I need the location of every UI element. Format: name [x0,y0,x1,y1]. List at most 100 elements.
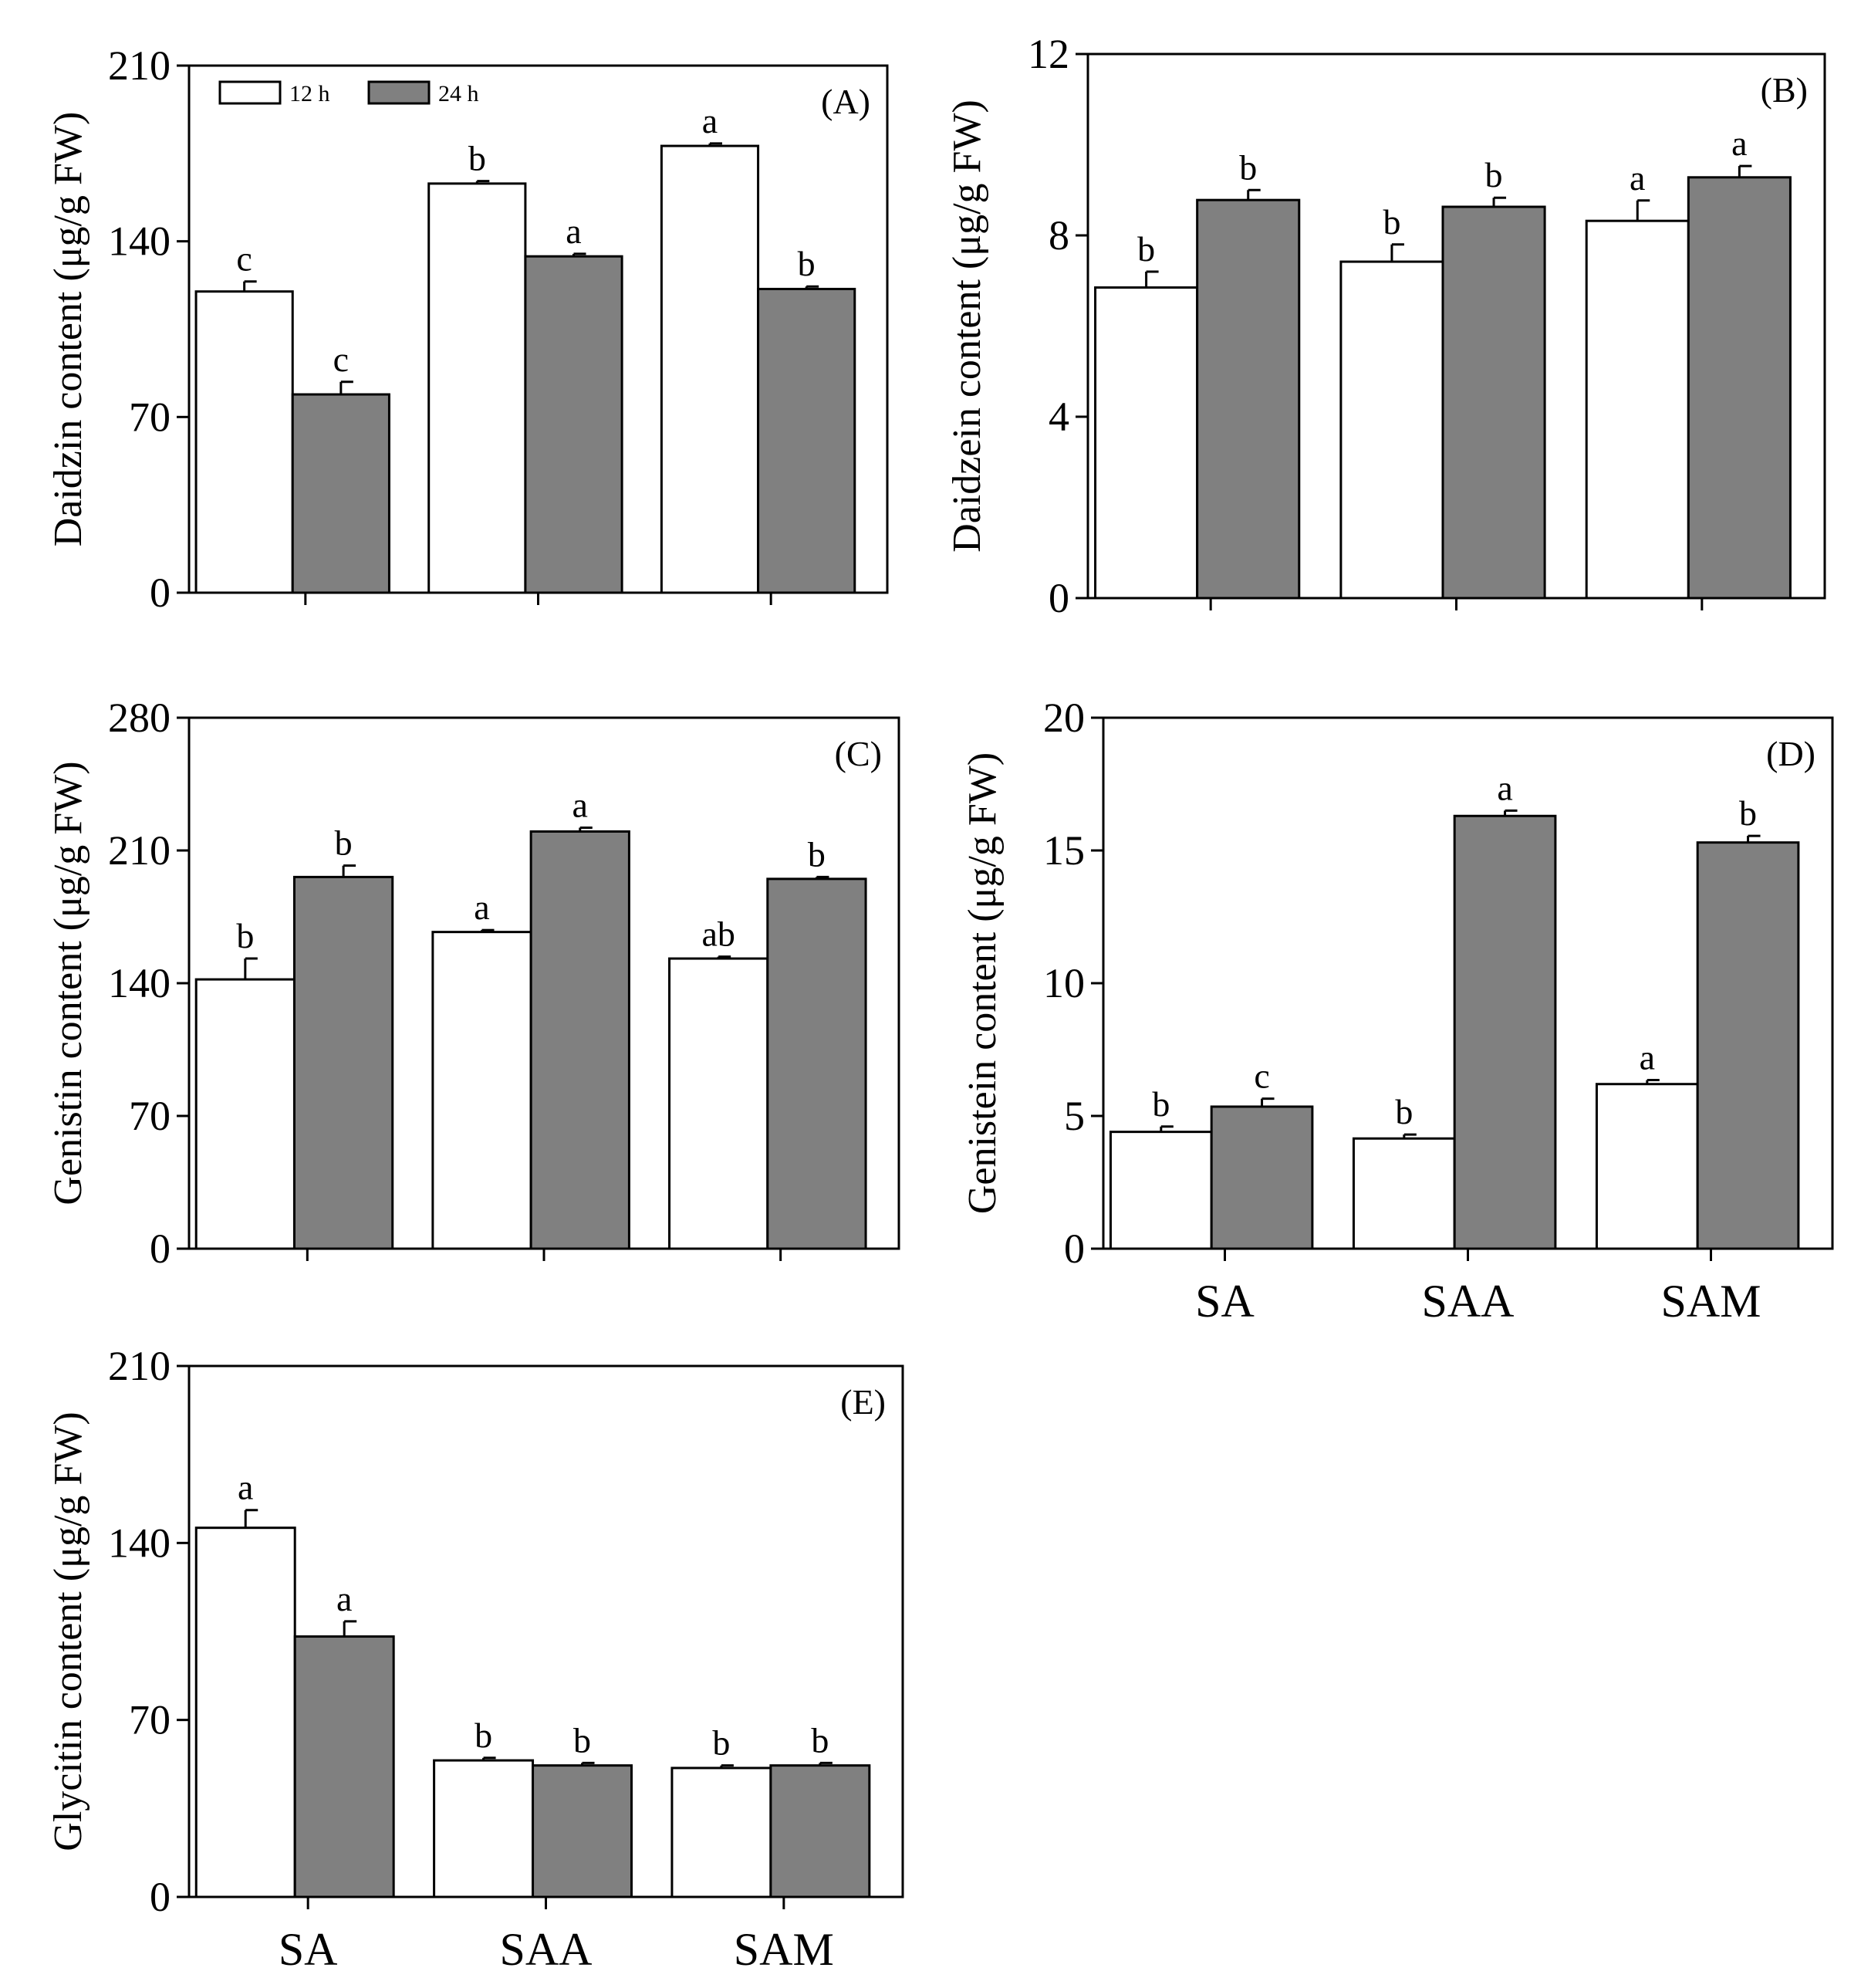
legend-label-12h: 12 h [289,81,330,106]
y-axis-title: Daidzein content (μg/g FW) [945,100,989,553]
significance-label: b [1239,147,1257,187]
bar-24h [524,255,623,594]
y-tick-label: 140 [108,218,171,265]
significance-label: b [475,1716,492,1755]
significance-label: c [236,239,252,279]
y-axis-title: Daidzin content (μg/g FW) [46,112,90,547]
bar-12h [1352,1137,1456,1250]
bar-24h [1441,205,1546,600]
y-tick-label: 5 [1064,1093,1085,1139]
significance-label: b [798,244,816,283]
x-category-label: SAA [1421,1276,1514,1327]
significance-label: a [336,1579,352,1618]
significance-label: b [712,1723,730,1763]
x-category-label: SAA [499,1924,592,1975]
y-tick-label: 4 [1049,394,1069,440]
significance-label: a [1497,768,1512,807]
y-tick-label: 70 [129,1697,171,1743]
significance-label: b [468,139,486,178]
bar-12h [1094,286,1199,600]
bar-12h [1585,219,1690,600]
bar-12h [670,1767,772,1898]
bar-24h [292,875,394,1250]
bar-24h [1453,814,1557,1250]
panel-tag: (D) [1766,734,1815,773]
panel-d: 0 5 10 15 20 Genistein content (μg/g FW) (D) b c… [961,695,1834,1327]
bar-24h [293,1635,395,1898]
y-tick-label: 210 [108,42,171,89]
y-tick-label: 15 [1043,827,1085,874]
legend: 12 h 24 h [218,80,479,106]
legend-swatch-24h [367,80,431,105]
bar-12h [427,182,527,594]
panel-e: 0 70 140 210 Glycitin content (μg/g FW) (E) a a… [46,1343,904,1975]
y-tick-label: 70 [129,394,171,440]
x-category-label: SA [1195,1276,1255,1327]
significance-label: b [1383,202,1400,242]
bar-12h [668,957,769,1250]
bar-12h [1595,1083,1699,1250]
bar-12h [194,290,294,594]
y-tick-label: 280 [108,695,171,741]
bar-24h [1696,841,1800,1250]
bar-24h [1687,176,1792,600]
bar-24h [532,1764,633,1898]
panel-tag: (C) [835,734,882,773]
significance-label: a [1731,123,1747,163]
x-category-label: SA [279,1924,338,1975]
panel-tag: (E) [840,1382,886,1422]
bar-12h [1339,260,1444,600]
bar-12h [660,144,760,594]
x-category-label: SAM [1660,1276,1761,1327]
panel-a: 0 70 140 210 Daidzin content (μg/g FW) (A) c c b… [46,42,889,616]
y-axis-title: Genistein content (μg/g FW) [961,752,1005,1214]
y-tick-label: 0 [150,1874,171,1920]
y-tick-label: 140 [108,960,171,1006]
bar-12h [431,931,532,1250]
y-tick-label: 210 [108,827,171,874]
legend-swatch-12h [218,80,282,105]
x-category-label: SAM [734,1924,834,1975]
significance-label: b [808,834,826,874]
bar-24h [291,393,390,594]
y-tick-label: 20 [1043,695,1085,741]
legend-label-24h: 24 h [438,81,479,106]
y-tick-label: 70 [129,1093,171,1139]
bar-24h [769,1764,871,1898]
bar-24h [757,287,856,594]
y-tick-label: 12 [1028,31,1069,77]
significance-label: a [572,786,588,825]
y-tick-label: 0 [150,1226,171,1272]
y-tick-label: 8 [1049,212,1069,259]
significance-label: b [335,823,353,863]
bar-12h [194,978,296,1250]
bar-12h [1109,1131,1213,1250]
significance-label: b [1152,1084,1170,1124]
significance-label: ab [701,915,735,954]
significance-label: a [702,101,718,140]
bar-24h [1210,1105,1314,1250]
significance-label: a [474,888,489,927]
significance-label: a [238,1468,253,1507]
y-tick-label: 0 [1064,1226,1085,1272]
panel-c: 0 70 140 210 280 Genistin content (μg/g FW) (C… [46,695,900,1272]
y-axis-title: Genistin content (μg/g FW) [46,761,90,1205]
y-tick-label: 140 [108,1520,171,1566]
y-axis-title: Glycitin content (μg/g FW) [46,1412,90,1851]
significance-label: b [1485,155,1503,194]
y-tick-label: 0 [150,570,171,616]
y-tick-label: 210 [108,1343,171,1389]
bar-24h [1196,198,1301,600]
significance-label: b [236,916,254,955]
panel-b: 0 4 8 12 Daidzein content (μg/g FW) (B) b b b b a a [945,31,1826,621]
y-tick-label: 10 [1043,960,1085,1006]
bar-12h [194,1526,296,1898]
y-tick-label: 0 [1049,575,1069,621]
panel-tag: (A) [821,82,870,121]
significance-label: b [1137,229,1155,269]
bar-12h [433,1759,535,1898]
significance-label: c [1254,1057,1269,1096]
bar-24h [529,830,630,1250]
significance-label: b [1395,1092,1413,1131]
